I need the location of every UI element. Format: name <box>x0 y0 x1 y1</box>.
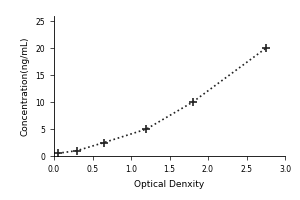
X-axis label: Optical Denxity: Optical Denxity <box>134 180 205 189</box>
Y-axis label: Concentration(ng/mL): Concentration(ng/mL) <box>21 36 30 136</box>
